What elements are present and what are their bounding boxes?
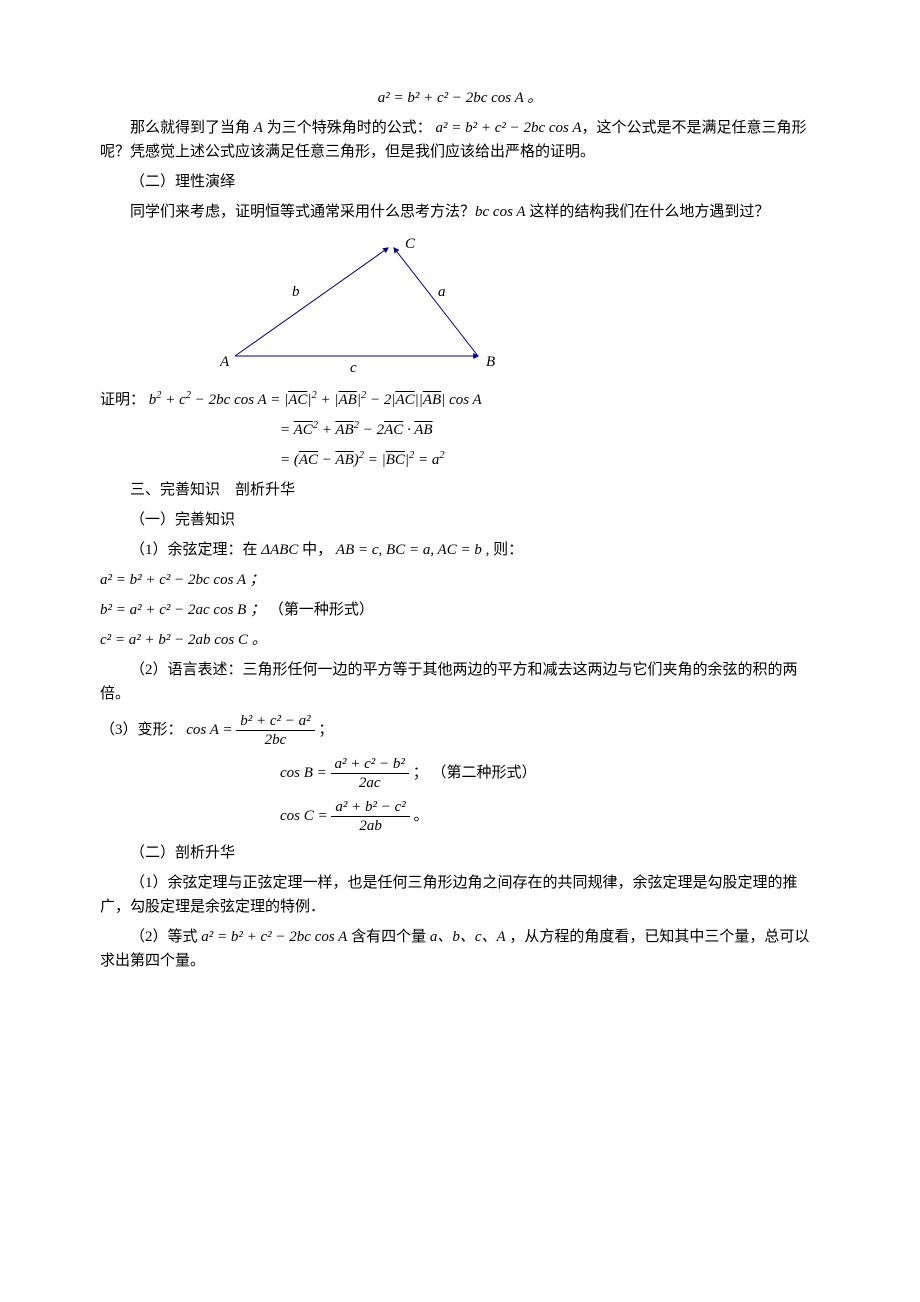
cosC-tail: 。 bbox=[414, 808, 429, 824]
equation-top: a² = b² + c² − 2bc cos A 。 bbox=[100, 86, 820, 110]
formula-c: c² = a² + b² − 2ab cos C 。 bbox=[100, 628, 820, 652]
proof-line3: = (AC − AB)2 = |BC|2 = a2 bbox=[280, 452, 445, 468]
form2-note: （第二种形式） bbox=[431, 765, 536, 781]
a2-formula: a² = b² + c² − 2bc cos A bbox=[201, 929, 347, 945]
f-c: c² = a² + b² − 2ab cos C 。 bbox=[100, 632, 267, 648]
a2-vars: a、b、c、A bbox=[430, 929, 506, 945]
cosB-frac: a² + c² − b² 2ac bbox=[331, 755, 409, 792]
cosA-num: b² + c² − a² bbox=[236, 712, 314, 731]
paragraph-intro: 那么就得到了当角 A 为三个特殊角时的公式： a² = b² + c² − 2b… bbox=[100, 116, 820, 164]
proof-line3-wrap: = (AC − AB)2 = |BC|2 = a2 bbox=[280, 448, 820, 472]
cosC-den: 2ab bbox=[331, 817, 409, 835]
p1a: 那么就得到了当角 bbox=[130, 120, 254, 136]
form1-note: （第一种形式） bbox=[269, 602, 374, 618]
item1: （1）余弦定理：在 ΔABC 中， AB = c, BC = a, AC = b… bbox=[100, 538, 820, 562]
triangle-diagram: A B C b a c bbox=[220, 234, 820, 382]
heading-rational: （二）理性演绎 bbox=[100, 170, 820, 194]
cosA-den: 2bc bbox=[236, 731, 314, 749]
cosB-den: 2ac bbox=[331, 774, 409, 792]
vertex-a-label: A bbox=[220, 354, 230, 370]
document-page: a² = b² + c² − 2bc cos A 。 那么就得到了当角 A 为三… bbox=[0, 0, 920, 1302]
triangle-svg: A B C b a c bbox=[220, 234, 500, 374]
a2a: （2）等式 bbox=[130, 929, 201, 945]
analysis-2: （2）等式 a² = b² + c² − 2bc cos A 含有四个量 a、b… bbox=[100, 925, 820, 973]
cosA-tail: ； bbox=[318, 722, 333, 738]
item1-label: （1）余弦定理：在 bbox=[130, 542, 258, 558]
p2b: 这样的结构我们在什么地方遇到过？ bbox=[526, 204, 770, 220]
item1-cond: AB = c, BC = a, AC = b bbox=[336, 542, 482, 558]
cosC-lhs: cos C = bbox=[280, 808, 328, 824]
f-a: a² = b² + c² − 2bc cos A ； bbox=[100, 572, 265, 588]
proof-label: 证明： bbox=[100, 392, 145, 408]
cosA-lhs: cos A = bbox=[186, 722, 232, 738]
item3-label: （3）变形： bbox=[100, 722, 183, 738]
cosB-num: a² + c² − b² bbox=[331, 755, 409, 774]
cosB-lhs: cos B = bbox=[280, 765, 327, 781]
item3: （3）变形： cos A = b² + c² − a² 2bc ； bbox=[100, 712, 820, 749]
eq-top-text: a² = b² + c² − 2bc cos A 。 bbox=[378, 90, 543, 106]
p1-var: A bbox=[254, 120, 263, 136]
vertex-c-label: C bbox=[405, 236, 416, 252]
proof-line2-wrap: = AC2 + AB2 − 2AC · AB bbox=[280, 418, 820, 442]
vertex-b-label: B bbox=[486, 354, 495, 370]
analysis-1: （1）余弦定理与正弦定理一样，也是任何三角形边角之间存在的共同规律，余弦定理是勾… bbox=[100, 871, 820, 919]
side-b-label: b bbox=[292, 284, 300, 300]
side-a-label: a bbox=[438, 284, 446, 300]
p1-formula: a² = b² + c² − 2bc cos A bbox=[435, 120, 581, 136]
side-a-line bbox=[394, 248, 478, 356]
cosC-num: a² + b² − c² bbox=[331, 798, 409, 817]
proof-line2: = AC2 + AB2 − 2AC · AB bbox=[280, 422, 433, 438]
item2: （2）语言表述：三角形任何一边的平方等于其他两边的平方和减去这两边与它们夹角的余… bbox=[100, 658, 820, 706]
cosC-line: cos C = a² + b² − c² 2ab 。 bbox=[280, 798, 820, 835]
heading-section3-1: （一）完善知识 bbox=[100, 508, 820, 532]
p1b: 为三个特殊角时的公式： bbox=[263, 120, 432, 136]
heading-section3-2: （二）剖析升华 bbox=[100, 841, 820, 865]
formula-b: b² = a² + c² − 2ac cos B ； （第一种形式） bbox=[100, 598, 820, 622]
cosB-tail: ； bbox=[413, 765, 428, 781]
heading-section3: 三、完善知识 剖析升华 bbox=[100, 478, 820, 502]
cosB-line: cos B = a² + c² − b² 2ac ； （第二种形式） bbox=[280, 755, 820, 792]
proof-line1: b2 + c2 − 2bc cos A = |AC|2 + |AB|2 − 2|… bbox=[149, 392, 482, 408]
proof-block: 证明： b2 + c2 − 2bc cos A = |AC|2 + |AB|2 … bbox=[100, 388, 820, 412]
p2a: 同学们来考虑，证明恒等式通常采用什么思考方法？ bbox=[130, 204, 475, 220]
cosA-frac: b² + c² − a² 2bc bbox=[236, 712, 314, 749]
paragraph-question: 同学们来考虑，证明恒等式通常采用什么思考方法？bc cos A 这样的结构我们在… bbox=[100, 200, 820, 224]
a2b: 含有四个量 bbox=[347, 929, 430, 945]
item1-tri: ΔABC bbox=[261, 542, 298, 558]
f-b: b² = a² + c² − 2ac cos B ； bbox=[100, 602, 265, 618]
cosC-frac: a² + b² − c² 2ab bbox=[331, 798, 409, 835]
item1-mid: 中， bbox=[302, 542, 332, 558]
side-c-label: c bbox=[350, 360, 357, 374]
item1-tail: , 则： bbox=[486, 542, 524, 558]
formula-a: a² = b² + c² − 2bc cos A ； bbox=[100, 568, 820, 592]
p2-formula: bc cos A bbox=[475, 204, 526, 220]
side-b-line bbox=[235, 248, 388, 356]
